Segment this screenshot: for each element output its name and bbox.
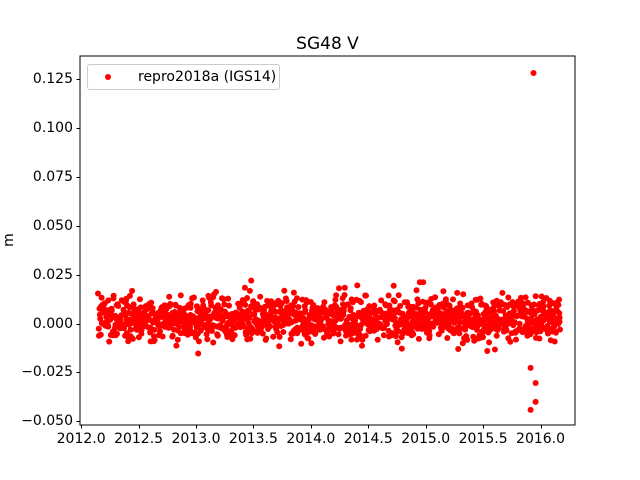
y-tick-label: −0.050 — [21, 413, 73, 430]
y-tick-label: −0.025 — [21, 364, 73, 381]
x-tick-label: 2015.5 — [458, 431, 508, 447]
legend-label: repro2018a (IGS14) — [138, 69, 277, 85]
y-tick-label: 0.050 — [32, 217, 73, 234]
chart-title: SG48 V — [296, 34, 359, 54]
x-tick-label: 2013.0 — [171, 431, 221, 447]
x-tick-label: 2016.0 — [516, 431, 566, 447]
y-tick-label: 0.025 — [32, 266, 73, 283]
y-axis-label: m — [1, 233, 17, 247]
y-tick-label: 0.125 — [32, 71, 73, 88]
x-tick-label: 2012.5 — [114, 431, 164, 447]
legend-marker-icon — [105, 74, 111, 80]
x-tick-label: 2013.5 — [228, 431, 278, 447]
y-tick-label: 0.100 — [32, 119, 73, 136]
x-tick-label: 2015.0 — [401, 431, 451, 447]
y-tick-label: 0.075 — [32, 168, 73, 185]
x-tick-label: 2014.5 — [343, 431, 393, 447]
x-tick-label: 2014.0 — [286, 431, 336, 447]
y-tick-label: 0.000 — [32, 315, 73, 332]
x-tick-label: 2012.0 — [56, 431, 106, 447]
legend: repro2018a (IGS14) — [87, 64, 280, 90]
